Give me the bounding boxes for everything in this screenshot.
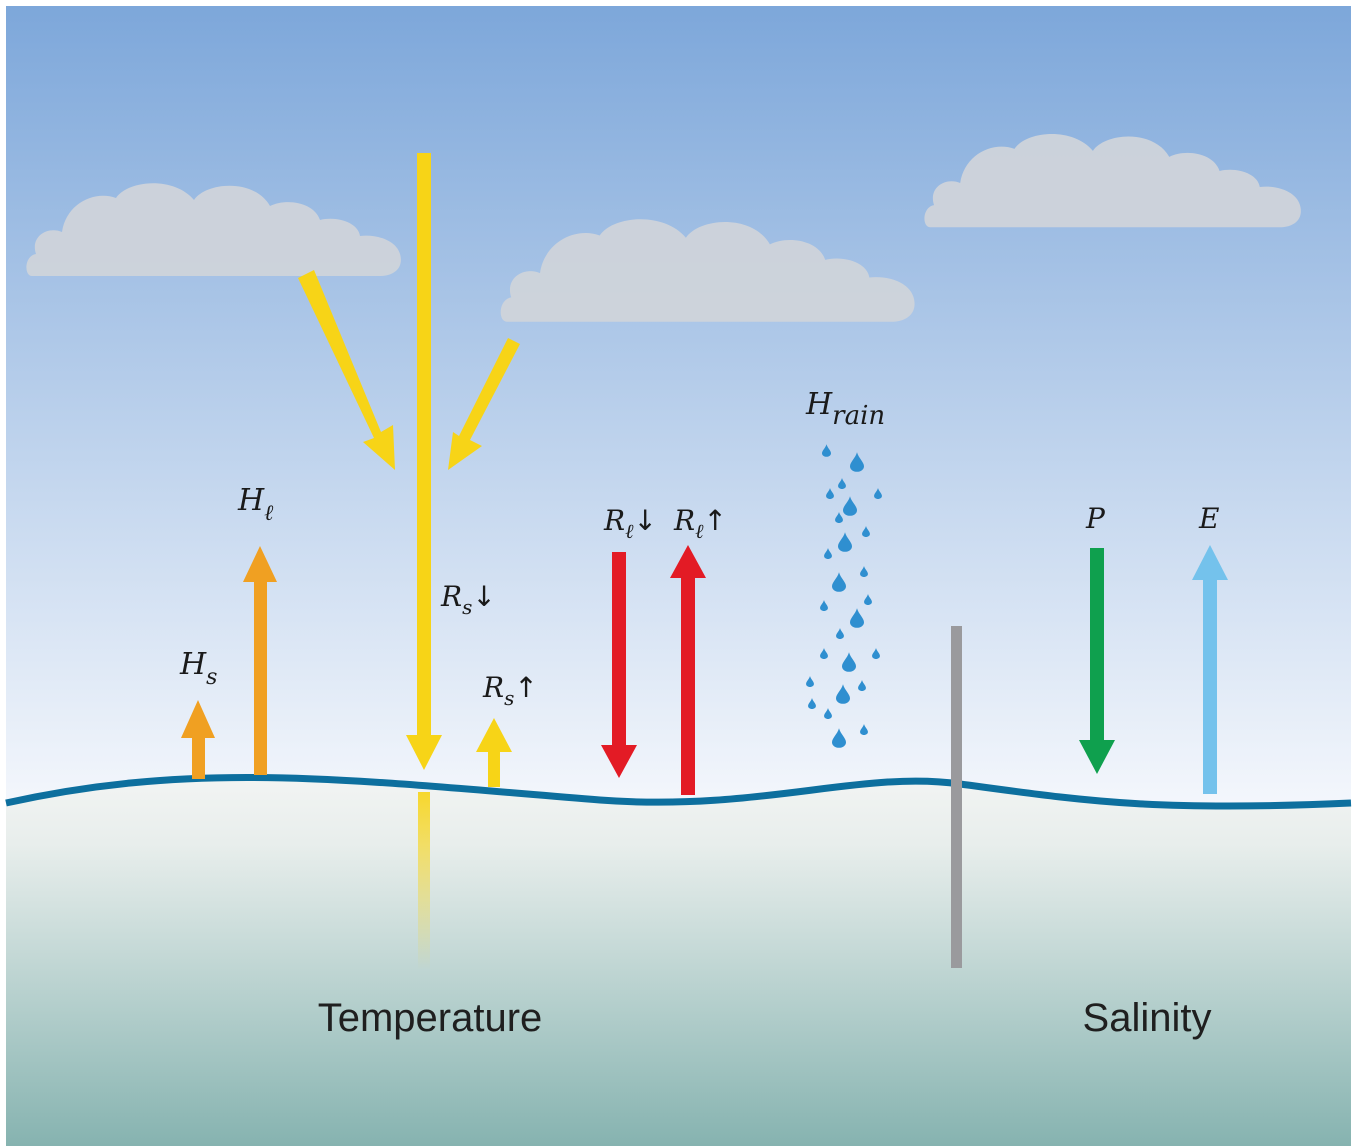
- shortwave-diffuse-arrow-left: [298, 270, 395, 470]
- label-precipitation: P: [1085, 502, 1106, 535]
- label-evaporation: E: [1198, 502, 1219, 535]
- sensible-heat-arrow: [181, 700, 215, 779]
- shortwave-penetration: [418, 792, 430, 970]
- longwave-down-arrow: [601, 552, 637, 778]
- latent-heat-arrow: [243, 546, 277, 775]
- label-longwave-up: Rℓ↑: [673, 504, 727, 543]
- longwave-up-arrow: [670, 545, 706, 795]
- ocean-body: [6, 777, 1351, 1146]
- label-shortwave-down: Rs↓: [440, 580, 496, 619]
- label-longwave-down: Rℓ↓: [603, 504, 657, 543]
- sea-surface-line: [5, 773, 1352, 810]
- caption-salinity: Salinity: [1083, 996, 1212, 1040]
- temperature-salinity-divider: [951, 626, 962, 968]
- precipitation-arrow: [1079, 548, 1115, 774]
- label-latent-heat: Hℓ: [237, 483, 274, 526]
- shortwave-up-arrow: [476, 718, 512, 787]
- label-sensible-heat: Hs: [179, 647, 217, 690]
- evaporation-arrow: [1192, 545, 1228, 794]
- caption-temperature: Temperature: [318, 996, 543, 1040]
- shortwave-down-arrow: [406, 153, 442, 770]
- label-rain-heat: Hrain: [805, 387, 885, 431]
- shortwave-diffuse-arrow-right: [448, 338, 520, 470]
- label-shortwave-up: Rs↑: [482, 671, 538, 710]
